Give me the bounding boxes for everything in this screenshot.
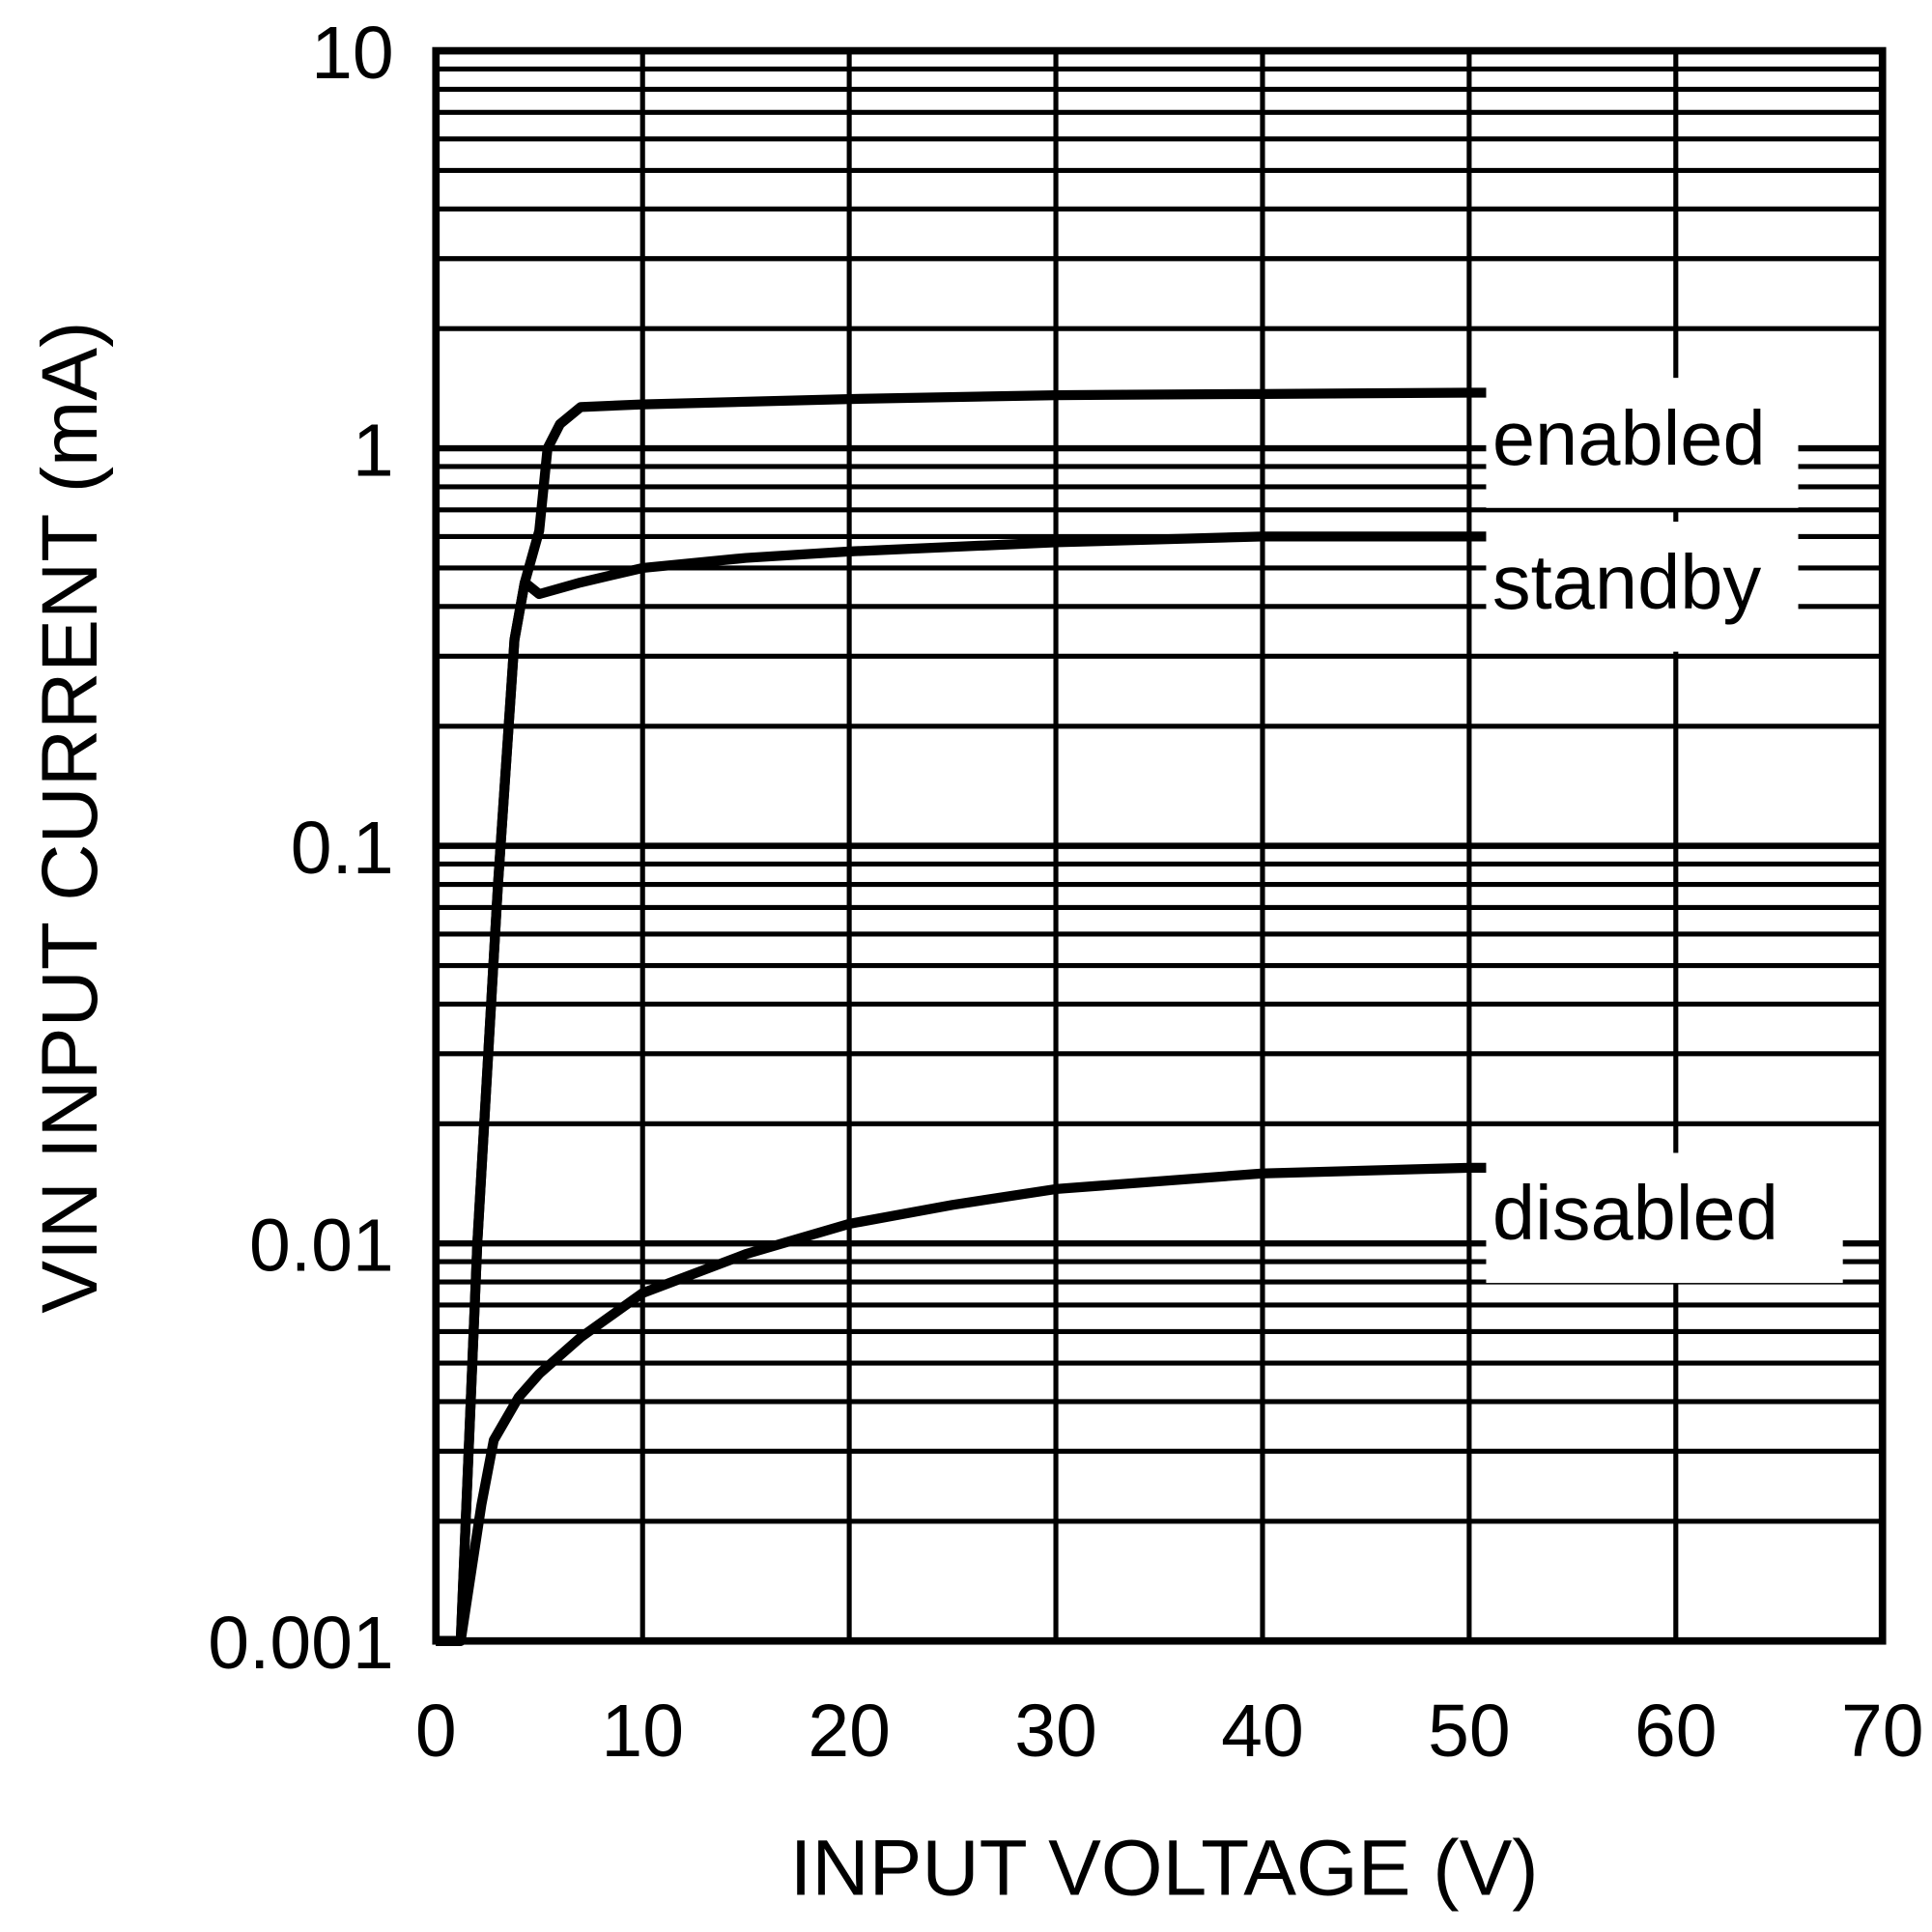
series-line-standby [436,531,1779,1646]
y-tick-label: 0.01 [249,1204,394,1287]
series-label-enabled: enabled [1492,395,1766,481]
label-background [1486,1152,1843,1284]
grid [433,50,1886,1644]
label-background [1486,522,1799,652]
x-tick-label: 70 [1841,1690,1924,1773]
y-axis-title: VIN INPUT CURRENT (mA) [26,322,114,1314]
series-labels: enabled standby disabled [1486,378,1843,1284]
x-tick-label: 0 [415,1690,457,1773]
x-tick-label: 30 [1014,1690,1097,1773]
series-line-disabled [436,1162,1779,1646]
x-tick-label: 40 [1221,1690,1304,1773]
y-tick-label: 1 [353,409,394,492]
label-background [1486,378,1799,508]
x-tick-label: 60 [1634,1690,1718,1773]
x-axis-title: INPUT VOLTAGE (V) [790,1825,1539,1913]
x-tick-label: 20 [808,1690,891,1773]
y-tick-label: 10 [311,12,394,95]
plot-frame [432,46,1887,1645]
y-tick-label: 0.001 [208,1602,393,1685]
x-tick-label: 10 [601,1690,684,1773]
x-tick-label: 50 [1428,1690,1511,1773]
y-tick-label: 0.1 [291,807,394,890]
curves [436,387,1779,1646]
series-label-disabled: disabled [1492,1170,1778,1256]
y-tick-labels: 0.001 0.01 0.1 1 10 [208,12,393,1685]
x-tick-labels: 0 10 20 30 40 50 60 70 [415,1690,1924,1773]
series-label-standby: standby [1492,539,1762,625]
